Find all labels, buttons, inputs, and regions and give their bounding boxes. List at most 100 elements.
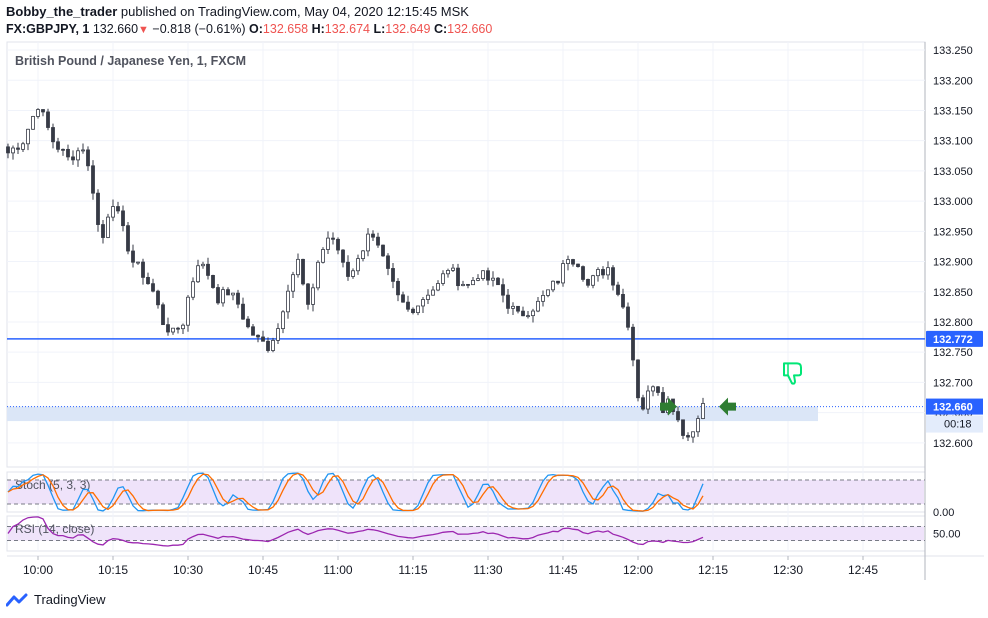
candle-body: [456, 267, 460, 287]
candle-body: [271, 340, 275, 351]
candle-body: [486, 270, 490, 281]
y-tick-label: 132.600: [933, 438, 973, 450]
candle-body: [161, 304, 165, 326]
candle-body: [676, 411, 680, 421]
candle-body: [126, 225, 130, 252]
candle-body: [111, 206, 115, 218]
y-tick-label: 133.050: [933, 166, 973, 178]
candle-body: [471, 279, 475, 286]
candle-body: [446, 270, 450, 275]
candle-body: [496, 277, 500, 286]
candle-body: [451, 267, 455, 271]
candle-body: [206, 263, 210, 276]
candle-body: [431, 289, 435, 296]
candle-body: [131, 250, 135, 263]
candle-body: [326, 237, 330, 250]
candle-body: [46, 111, 50, 128]
x-tick-label: 12:15: [698, 563, 728, 577]
candle-body: [56, 141, 60, 150]
candle-body: [536, 300, 540, 312]
candle-body: [616, 284, 620, 295]
y-tick-label: 133.100: [933, 136, 973, 148]
candle-body: [221, 289, 225, 304]
candle-body: [576, 263, 580, 267]
stoch-d-line: [7, 472, 704, 512]
candle-body: [466, 283, 470, 286]
candle-body: [561, 263, 565, 284]
candle-body: [361, 250, 365, 260]
support-zone: [7, 406, 818, 422]
candle-body: [151, 283, 155, 292]
candle-body: [661, 392, 665, 414]
candle-body: [526, 315, 530, 318]
candle-body: [371, 233, 375, 238]
candle-body: [501, 284, 505, 296]
candle-body: [106, 216, 110, 238]
candle-body: [656, 386, 660, 393]
candle-body: [211, 275, 215, 288]
candle-body: [81, 149, 85, 152]
candle-body: [411, 308, 415, 314]
candle-body: [381, 244, 385, 257]
indicator-name: RSI (14, close): [15, 522, 94, 536]
open-value: 132.658: [262, 22, 309, 36]
publisher-line: Bobby_the_trader published on TradingVie…: [6, 4, 469, 19]
candle-body: [241, 303, 245, 320]
candle-body: [571, 259, 575, 265]
high-label: H:: [311, 22, 325, 36]
candle-body: [416, 305, 420, 314]
candle-body: [21, 143, 25, 150]
x-tick-label: 10:45: [248, 563, 278, 577]
candle-body: [631, 326, 635, 361]
y-tick-label: 133.000: [933, 196, 973, 208]
candle-body: [141, 261, 145, 278]
y-tick-label: 132.900: [933, 257, 973, 269]
tradingview-footer[interactable]: TradingView: [6, 592, 106, 607]
stoch-tick-label: 0.00: [933, 507, 954, 519]
low-value: 132.649: [385, 22, 431, 36]
candle-body: [231, 292, 235, 296]
countdown-badge: [926, 415, 983, 433]
candle-body: [701, 403, 705, 419]
candle-body: [601, 269, 605, 276]
candle-body: [196, 265, 200, 283]
candle-body: [36, 109, 40, 117]
candle-body: [66, 148, 70, 158]
candle-body: [191, 281, 195, 298]
candle-body: [256, 334, 260, 338]
x-tick-label: 11:15: [398, 563, 427, 577]
candle-body: [321, 249, 325, 263]
candle-body: [611, 267, 615, 286]
candle-body: [691, 431, 695, 438]
candle-body: [621, 294, 625, 308]
x-tick-label: 12:45: [848, 563, 878, 577]
ohlc-line: FX:GBPJPY, 1 132.660▼ −0.818 (−0.61%) O:…: [6, 22, 492, 36]
candle-body: [281, 311, 285, 330]
candle-body: [296, 258, 300, 276]
candle-body: [396, 280, 400, 296]
candle-body: [626, 306, 630, 328]
y-tick-label: 132.750: [933, 347, 973, 359]
candle-body: [91, 165, 95, 194]
candle-body: [51, 127, 55, 143]
candle-body: [266, 340, 270, 351]
candle-body: [636, 359, 640, 399]
x-tick-label: 11:00: [323, 563, 352, 577]
candle-body: [521, 310, 525, 317]
candle-body: [186, 296, 190, 326]
stoch-pane: Stoch (5, 3, 3): [7, 472, 925, 512]
candle-body: [351, 270, 355, 277]
candle-body: [306, 283, 310, 305]
author-name[interactable]: Bobby_the_trader: [6, 4, 118, 19]
candle-body: [441, 273, 445, 284]
candle-body: [96, 192, 100, 225]
candle-body: [346, 261, 350, 277]
x-tick-label: 10:15: [98, 563, 128, 577]
candles-group: [6, 108, 705, 443]
candle-body: [376, 236, 380, 246]
candle-body: [481, 270, 485, 279]
candle-body: [436, 283, 440, 291]
candle-body: [226, 289, 230, 296]
candle-body: [301, 258, 305, 285]
